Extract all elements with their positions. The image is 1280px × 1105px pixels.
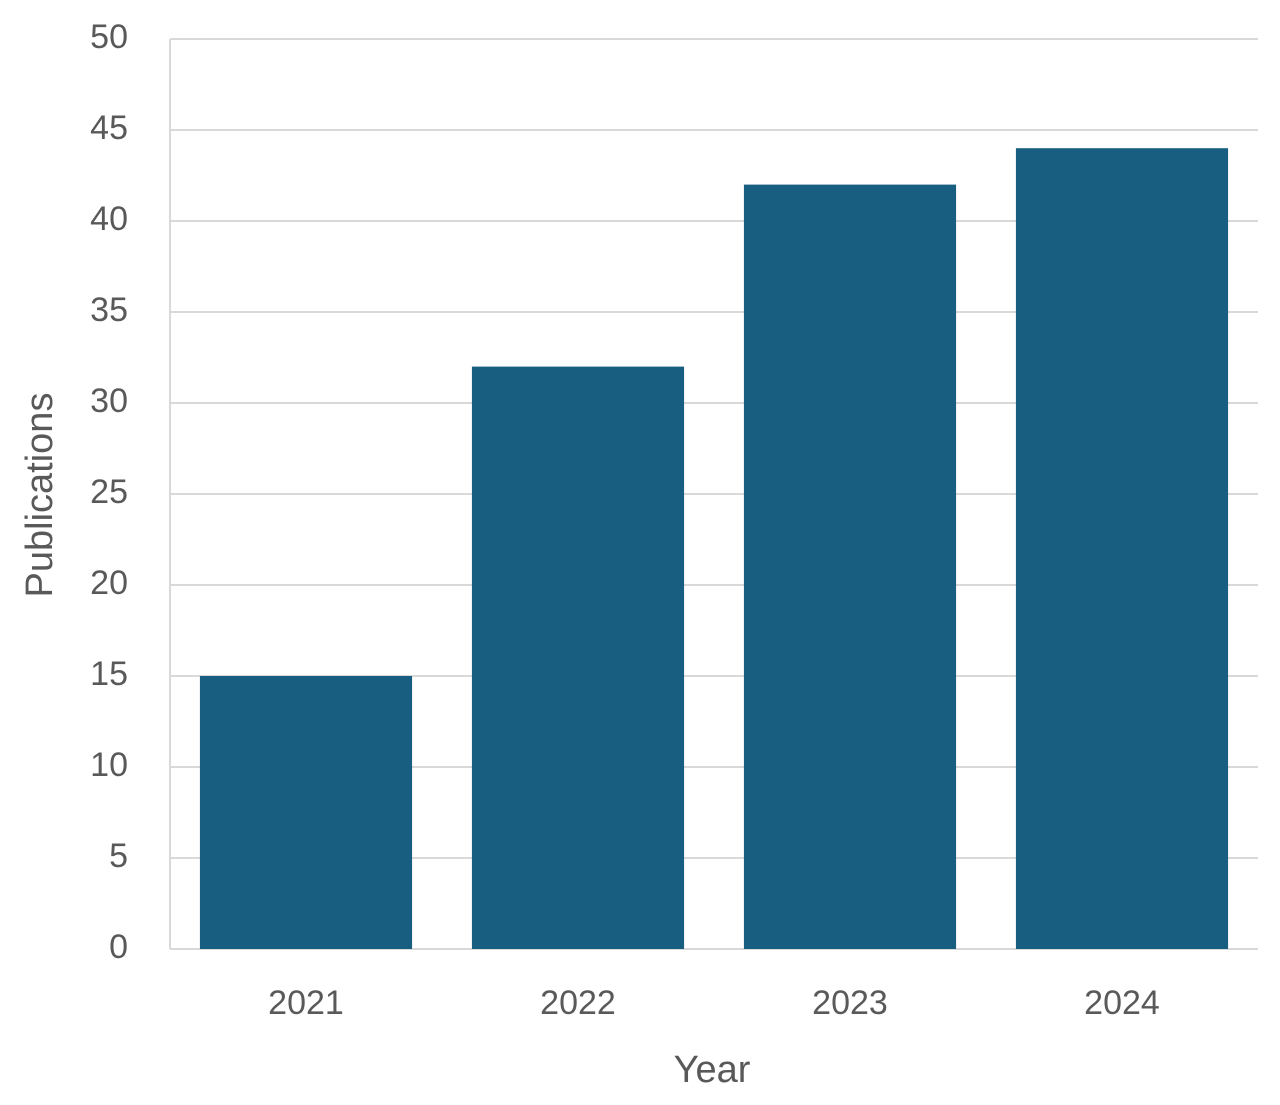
bar — [1015, 148, 1229, 949]
y-tick-label: 35 — [90, 291, 128, 329]
x-axis-title: Year — [674, 1049, 751, 1091]
y-tick-label: 5 — [109, 837, 128, 875]
x-tick-label: 2024 — [1084, 984, 1160, 1022]
y-tick-label: 30 — [90, 382, 128, 420]
y-tick-label: 10 — [90, 746, 128, 784]
x-tick-label: 2021 — [268, 984, 344, 1022]
bar — [743, 184, 957, 950]
y-tick-label: 50 — [90, 18, 128, 56]
y-axis-title: Publications — [19, 393, 61, 598]
x-tick-label: 2022 — [540, 984, 616, 1022]
y-tick-label: 20 — [90, 564, 128, 602]
y-tick-label: 15 — [90, 655, 128, 693]
x-tick-label: 2023 — [812, 984, 888, 1022]
y-tick-label: 45 — [90, 109, 128, 147]
y-tick-label: 0 — [109, 928, 128, 966]
bar — [199, 676, 413, 949]
y-tick-label: 40 — [90, 200, 128, 238]
y-tick-label: 25 — [90, 473, 128, 511]
bar — [471, 366, 685, 950]
